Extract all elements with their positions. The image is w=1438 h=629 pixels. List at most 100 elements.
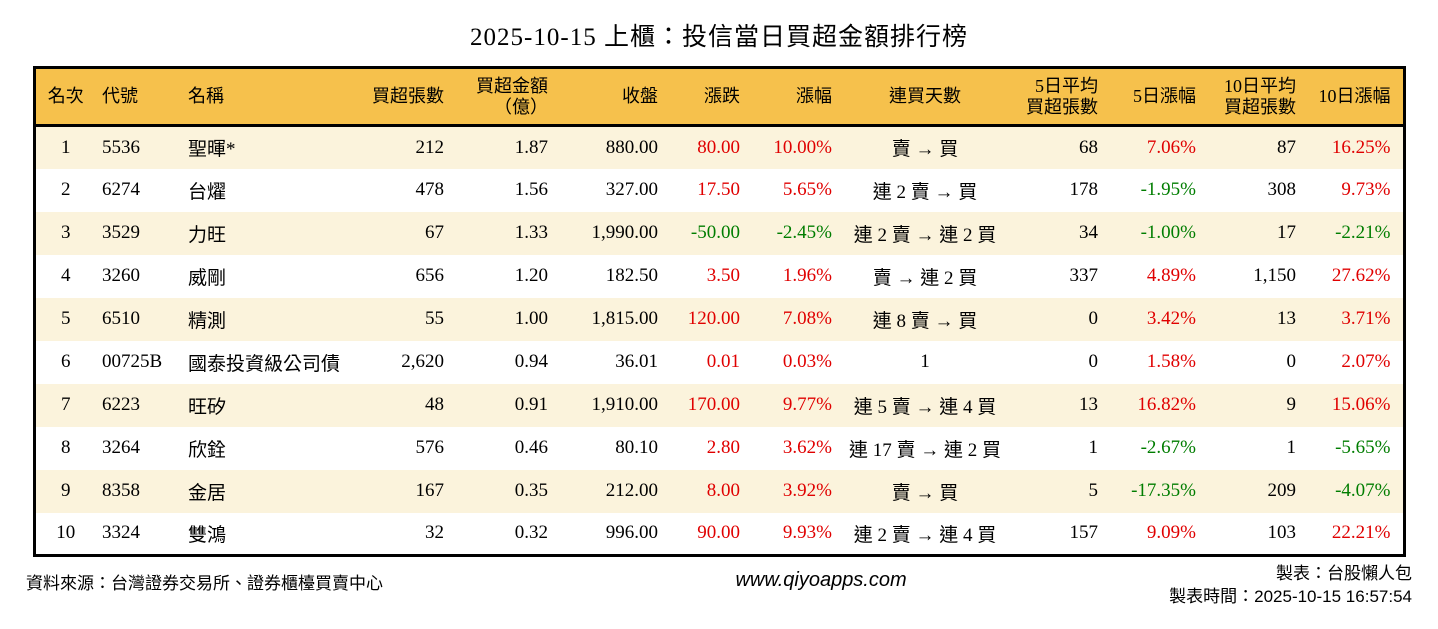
- cell-rank: 4: [61, 265, 71, 286]
- cell-name: 台燿: [188, 181, 227, 203]
- column-header-buy-volume: 買超張數: [348, 67, 458, 127]
- cell-buy-amount: 1.87: [514, 136, 548, 158]
- cell-pct10: -5.65%: [1335, 437, 1391, 458]
- cell-name: 國泰投資級公司債: [188, 353, 341, 375]
- cell-streak: 連 2 賣 → 連 4 買: [853, 524, 997, 546]
- cell-change: 17.50: [697, 179, 740, 200]
- cell-change: 90.00: [697, 522, 740, 544]
- cell-avg5-volume: 178: [1069, 179, 1099, 200]
- cell-pct10: -2.21%: [1335, 222, 1391, 243]
- table-row: 7 6223 旺矽 48 0.91 1,910.00 170.00 9.77% 連 5 賣 → …: [34, 383, 1404, 427]
- cell-pct5: 3.42%: [1146, 308, 1196, 329]
- cell-close: 212.00: [605, 480, 658, 501]
- cell-change: 3.50: [706, 265, 740, 286]
- cell-buy-volume: 32: [425, 522, 444, 544]
- cell-change-pct: 0.03%: [782, 351, 832, 372]
- cell-change: 80.00: [697, 136, 740, 158]
- cell-rank: 5: [61, 308, 71, 329]
- cell-pct5: -17.35%: [1131, 480, 1196, 501]
- page-title: 2025-10-15 上櫃：投信當日買超金額排行榜: [470, 24, 968, 51]
- cell-avg5-volume: 13: [1079, 394, 1098, 415]
- column-header-close: 收盤: [562, 67, 672, 127]
- cell-name: 威剛: [188, 267, 227, 289]
- cell-pct10: 15.06%: [1331, 394, 1391, 415]
- column-header-code: 代號: [96, 67, 180, 127]
- cell-buy-volume: 478: [415, 179, 445, 200]
- cell-change-pct: 7.08%: [782, 308, 832, 329]
- table-row: 4 3260 威剛 656 1.20 182.50 3.50 1.96% 賣 → 連 2 買 33…: [34, 254, 1404, 298]
- footer-timestamp: 製表時間：2025-10-15 16:57:54: [1169, 586, 1412, 606]
- table-row: 3 3529 力旺 67 1.33 1,990.00 -50.00 -2.45% 連 2 賣 →…: [34, 211, 1404, 255]
- cell-rank: 3: [61, 222, 71, 243]
- cell-code: 00725B: [102, 351, 163, 372]
- column-header-avg10-volume: 10日平均 買超張數: [1208, 67, 1308, 127]
- cell-buy-amount: 0.91: [514, 394, 548, 415]
- cell-name: 旺矽: [188, 396, 227, 418]
- table-header-row: 名次 代號 名稱 買超張數 買超金額 （億） 收盤 漲跌 漲幅 連買天數 5日平均 買超張數 5日漲…: [34, 67, 1404, 127]
- cell-code: 6223: [102, 394, 140, 415]
- cell-buy-volume: 167: [415, 480, 445, 501]
- footer-credit: 製表：台股懶人包: [1275, 564, 1412, 583]
- column-header-buy-amount: 買超金額 （億）: [458, 67, 562, 127]
- cell-change: 170.00: [687, 394, 740, 415]
- cell-change: 8.00: [706, 480, 740, 501]
- cell-change-pct: 9.77%: [782, 394, 832, 415]
- cell-buy-volume: 576: [415, 437, 445, 458]
- cell-avg10-volume: 1: [1286, 437, 1297, 458]
- cell-code: 3260: [102, 265, 140, 286]
- cell-buy-volume: 67: [425, 222, 444, 243]
- cell-streak: 賣 → 連 2 買: [872, 267, 978, 289]
- cell-avg10-volume: 9: [1286, 394, 1297, 415]
- cell-buy-amount: 1.20: [514, 265, 548, 286]
- cell-buy-volume: 2,620: [401, 351, 444, 372]
- cell-buy-amount: 0.46: [514, 437, 548, 458]
- cell-change-pct: -2.45%: [776, 222, 832, 243]
- cell-code: 3324: [102, 522, 140, 544]
- cell-streak: 連 2 賣 → 買: [872, 181, 978, 203]
- cell-streak: 賣 → 買: [891, 139, 959, 161]
- cell-avg5-volume: 34: [1079, 222, 1098, 243]
- cell-close: 880.00: [605, 136, 658, 158]
- cell-avg10-volume: 103: [1267, 522, 1297, 544]
- cell-name: 力旺: [188, 224, 227, 246]
- cell-pct10: -4.07%: [1335, 480, 1391, 501]
- cell-rank: 10: [56, 522, 76, 544]
- cell-close: 1,910.00: [591, 394, 659, 415]
- cell-pct5: -2.67%: [1140, 437, 1196, 458]
- cell-close: 996.00: [605, 522, 658, 544]
- cell-avg10-volume: 17: [1277, 222, 1296, 243]
- cell-code: 8358: [102, 480, 140, 501]
- cell-pct10: 27.62%: [1331, 265, 1391, 286]
- cell-code: 3264: [102, 437, 140, 458]
- page-footer: 資料來源：台灣證券交易所、證券櫃檯買賣中心 www.qiyoapps.com 製…: [0, 563, 1438, 609]
- cell-close: 1,990.00: [591, 222, 659, 243]
- cell-close: 36.01: [615, 351, 658, 372]
- table-row: 9 8358 金居 167 0.35 212.00 8.00 3.92% 賣 → 買 5 -17.3…: [34, 469, 1404, 513]
- cell-close: 80.10: [615, 437, 658, 458]
- cell-avg5-volume: 337: [1069, 265, 1099, 286]
- cell-avg10-volume: 87: [1277, 136, 1296, 158]
- column-header-rank: 名次: [34, 67, 96, 127]
- column-header-name: 名稱: [180, 67, 348, 127]
- cell-rank: 6: [61, 351, 71, 372]
- cell-buy-amount: 1.56: [514, 179, 548, 200]
- cell-buy-amount: 0.32: [514, 522, 548, 544]
- cell-pct10: 16.25%: [1331, 136, 1391, 158]
- table-row: 5 6510 精測 55 1.00 1,815.00 120.00 7.08% 連 8 賣 → …: [34, 297, 1404, 341]
- table-row: 8 3264 欣銓 576 0.46 80.10 2.80 3.62% 連 17 賣 → 連 2…: [34, 426, 1404, 470]
- cell-change-pct: 3.62%: [782, 437, 832, 458]
- cell-avg10-volume: 209: [1267, 480, 1297, 501]
- footer-website: www.qiyoapps.com: [735, 569, 907, 591]
- cell-name: 精測: [188, 310, 227, 332]
- cell-streak: 賣 → 買: [891, 482, 959, 504]
- cell-buy-amount: 1.00: [514, 308, 548, 329]
- cell-pct5: -1.00%: [1140, 222, 1196, 243]
- cell-buy-amount: 0.35: [514, 480, 548, 501]
- table-row: 2 6274 台燿 478 1.56 327.00 17.50 5.65% 連 2 賣 → 買 1…: [34, 168, 1404, 212]
- cell-close: 182.50: [605, 265, 658, 286]
- cell-change-pct: 9.93%: [782, 522, 832, 544]
- ranking-table: 名次 代號 名稱 買超張數 買超金額 （億） 收盤 漲跌 漲幅 連買天數 5日平均 買超張數 5日漲…: [32, 66, 1406, 557]
- cell-avg5-volume: 68: [1079, 136, 1098, 158]
- cell-pct10: 9.73%: [1341, 179, 1391, 200]
- cell-buy-volume: 48: [425, 394, 444, 415]
